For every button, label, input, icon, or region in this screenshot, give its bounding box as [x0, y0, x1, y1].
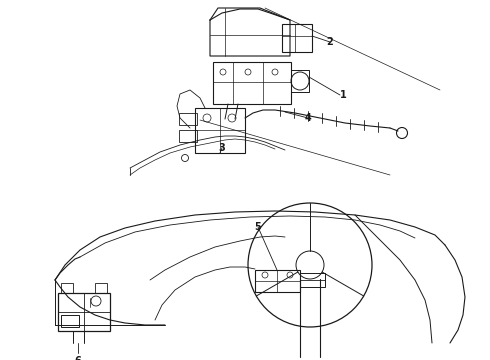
Bar: [195, 108, 245, 153]
Text: 2: 2: [327, 37, 333, 47]
Bar: [61, 283, 73, 293]
Text: 6: 6: [74, 356, 81, 360]
Bar: [61, 315, 79, 327]
Text: 1: 1: [340, 90, 346, 100]
Bar: [179, 113, 197, 125]
Bar: [255, 270, 300, 292]
Bar: [291, 70, 309, 92]
Text: 3: 3: [219, 143, 225, 153]
Text: 4: 4: [305, 113, 311, 123]
Bar: [300, 273, 325, 287]
Bar: [282, 24, 312, 52]
Bar: [95, 283, 107, 293]
Bar: [58, 293, 110, 331]
Bar: [213, 62, 291, 104]
Bar: [179, 130, 197, 142]
Text: 5: 5: [255, 222, 261, 232]
